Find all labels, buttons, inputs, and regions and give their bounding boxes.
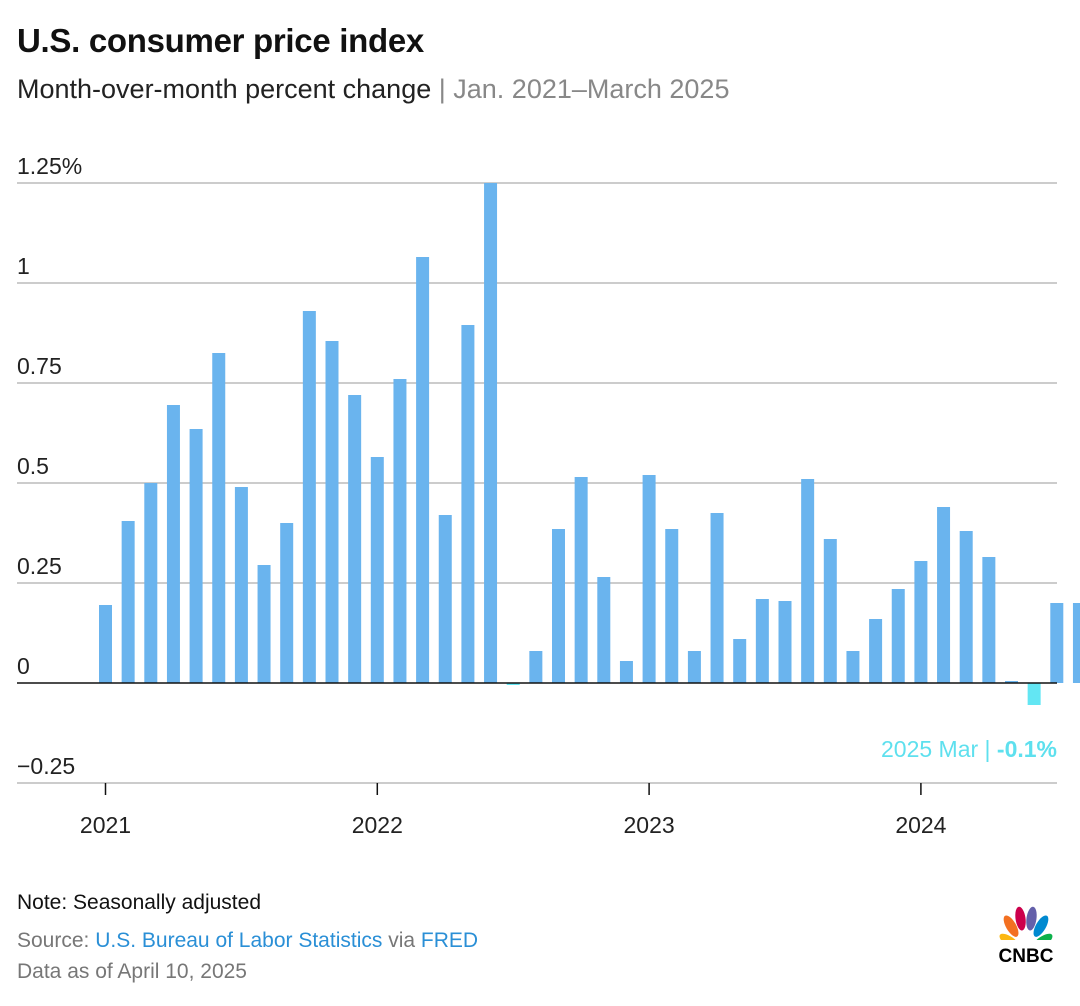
bar-2022-11 [597,577,611,683]
annotation: 2025 Mar | -0.1% [881,736,1057,762]
bar-2023-09 [823,539,837,683]
x-tick-label: 2023 [624,812,675,838]
bar-2023-12 [891,589,905,683]
cpi-bar-chart: 1.25% 1 0.75 0.5 0.25 0 −0.25 2021 2022 2023 2024… [17,153,1080,838]
source-via: via [382,929,421,952]
source-prefix: Source: [17,929,96,952]
bar-2023-11 [869,619,883,683]
source-line: Source: U.S. Bureau of Labor Statistics … [17,929,478,953]
bar-2023-05 [733,639,747,683]
bar-2022-07 [506,683,520,685]
footnote: Note: Seasonally adjusted [17,891,261,914]
y-axis-ticks: 1.25% 1 0.75 0.5 0.25 0 −0.25 [17,153,82,779]
subtitle-separator: | [431,74,454,104]
bar-2024-03 [959,531,973,683]
subtitle-text: Month-over-month percent change [17,74,432,104]
bar-2021-01 [99,605,112,683]
bar-2021-10 [302,311,316,683]
y-tick-label: 0.5 [17,453,49,479]
bar-2022-09 [552,529,565,683]
bar-2022-01 [370,457,384,683]
bar-2024-06 [1027,683,1041,705]
chart-subtitle: Month-over-month percent change | Jan. 2… [17,74,729,105]
y-tick-label: 1 [17,253,30,279]
peacock-logo-icon [996,906,1056,966]
bar-2023-01 [642,475,656,683]
last-value-annotation: 2025 Mar | -0.1% [881,736,1057,762]
bar-2022-05 [461,325,475,683]
chart-title: U.S. consumer price index [17,22,424,59]
bar-2023-10 [846,651,860,683]
source-agency-link[interactable]: U.S. Bureau of Labor Statistics [95,929,383,952]
bar-2021-04 [166,405,180,683]
logo-text: CNBC [999,946,1054,966]
bar-2021-06 [212,353,226,683]
bar-2022-12 [619,661,633,683]
bar-2021-08 [257,565,271,683]
bar-2021-05 [189,429,203,683]
bar-2022-03 [416,257,430,683]
bar-2022-08 [529,651,543,683]
bar-2023-02 [665,529,679,683]
bar-2021-03 [144,483,158,683]
bar-2022-06 [484,183,498,683]
bar-2024-01 [914,561,928,683]
x-tick-label: 2022 [352,812,403,838]
bar-2024-04 [982,557,996,683]
annotation-value: -0.1% [997,736,1057,762]
source-fred-link[interactable]: FRED [420,929,479,952]
bar-2023-04 [710,513,724,683]
bar-2024-02 [937,507,951,683]
bar-2021-09 [280,523,294,683]
bar-2021-11 [325,341,339,683]
data-as-of: Data as of April 10, 2025 [17,960,247,983]
x-tick-label: 2024 [895,812,946,838]
y-tick-label: 0.25 [17,553,62,579]
bar-2023-03 [687,651,701,683]
bar-2022-10 [574,477,588,683]
bar-2022-04 [438,515,452,683]
annotation-label: 2025 Mar | [881,736,997,762]
subtitle-range: Jan. 2021–March 2025 [453,74,730,104]
bar-2023-07 [778,601,792,683]
y-tick-label: 1.25% [17,153,82,179]
bars [99,183,1080,705]
bar-2021-07 [234,487,248,683]
y-tick-label: 0.75 [17,353,62,379]
x-tick-label: 2021 [80,812,131,838]
bar-2024-08 [1072,603,1080,683]
y-tick-label: 0 [17,653,30,679]
cnbc-logo: CNBC [996,906,1056,966]
bar-2021-12 [348,395,362,683]
bar-2023-06 [755,599,769,683]
bar-2023-08 [801,479,815,683]
bar-2024-05 [1005,681,1018,683]
y-tick-label: −0.25 [17,753,75,779]
bar-2022-02 [393,379,407,683]
bar-2021-02 [121,521,135,683]
bar-2024-07 [1050,603,1064,683]
